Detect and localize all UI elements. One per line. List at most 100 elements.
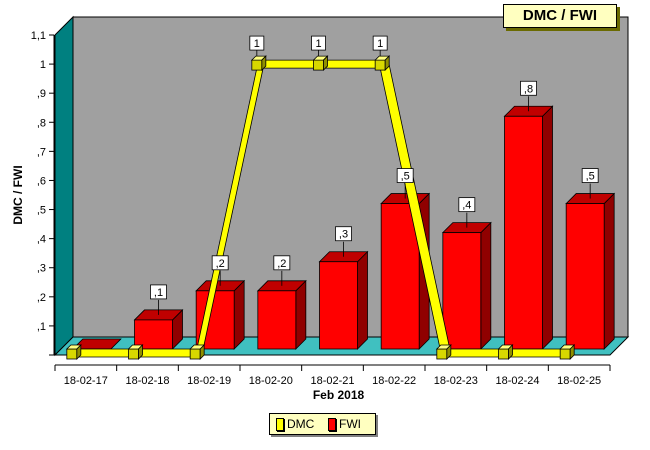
fwi-bar [318,250,369,350]
y-tick-label: ,8 [37,117,46,129]
fwi-bar-side [603,192,615,350]
dmc-point-front [251,59,263,71]
y-tick-label: 1,1 [31,30,46,42]
dmc-point [374,55,391,72]
fwi-bar-front [257,290,297,350]
dmc-point-side [569,344,575,360]
fwi-label-box [273,255,291,271]
dmc-label-box [249,35,265,51]
x-tick-label: 18-02-21 [310,375,354,387]
y-tick-label: ,5 [37,205,46,217]
dmc-data-label: 1 [315,38,321,50]
x-tick-label: 18-02-25 [557,375,601,387]
fwi-label-box [458,197,476,213]
y-tick-label: ,4 [37,234,46,246]
fwi-data-label: ,2 [216,258,225,270]
y-tick-label: ,7 [37,146,46,158]
x-tick-label: 18-02-22 [372,375,416,387]
fwi-data-label: ,2 [277,258,286,270]
y-axis-title: DMC / FWI [11,165,25,224]
x-axis-title: Feb 2018 [313,388,365,402]
fwi-label-box [581,168,599,183]
dmc-point-side [76,344,82,360]
dmc-point [127,344,144,360]
x-tick-label: 18-02-19 [187,375,231,387]
dmc-point-side [199,344,205,360]
fwi-data-label: ,5 [586,171,595,183]
chart-title: DMC / FWI [503,4,617,28]
fwi-data-label: ,8 [524,83,533,95]
dmc-point-front [498,348,509,360]
dmc-point-front [559,348,571,360]
fwi-data-label: ,4 [462,200,471,212]
fwi-bar-side [295,279,307,350]
x-tick-label: 18-02-23 [434,375,478,387]
y-tick-label: ,2 [37,292,46,304]
fwi-bar-side [357,250,368,350]
dmc-point [497,344,514,360]
y-tick-label: ,1 [37,321,46,333]
legend-label-fwi: FWI [339,417,361,431]
fwi-bar [441,221,492,350]
dmc-point-front [128,348,139,360]
dmc-point-side [138,344,143,360]
fwi-bar-front [319,261,358,350]
legend-item-dmc: DMC [276,417,315,432]
dmc-label-box [372,35,388,51]
dmc-point-front [66,348,78,360]
dmc-point-front [313,59,324,71]
fwi-bar [503,105,554,350]
dmc-point-front [374,59,386,71]
fwi-bar [256,279,307,350]
dmc-point-front [189,348,201,360]
fwi-bar-front [504,115,543,350]
fwi-bar-side [480,221,492,350]
y-tick-label: ,9 [37,88,46,100]
x-tick-label: 18-02-24 [495,375,539,387]
dmc-point [435,344,452,360]
y-tick-label: ,6 [37,175,46,187]
y-tick-label: 1 [40,59,46,71]
legend-swatch-dmc [276,418,284,432]
dmc-data-label: 1 [377,38,383,50]
fwi-data-label: ,3 [339,229,348,241]
dmc-point-front [436,348,448,360]
dmc-point [189,344,206,360]
fwi-data-label: ,5 [401,171,410,183]
dmc-point-side [446,344,452,360]
legend-label-dmc: DMC [287,417,315,431]
fwi-bar [565,192,616,350]
dmc-point [312,55,329,72]
x-tick-label: 18-02-20 [249,375,293,387]
dmc-point-side [323,55,328,72]
fwi-bar-front [380,203,420,350]
y-tick-label: ,3 [37,263,46,275]
fwi-bar-side [542,105,553,350]
legend-item-fwi: FWI [328,417,361,432]
fwi-label-box [335,226,352,242]
dmc-point-side [384,55,390,72]
legend-swatch-fwi [328,418,336,432]
dmc-point [559,344,576,360]
dmc-data-label: 1 [254,38,260,50]
dmc-point-side [508,344,513,360]
dmc-label-box [311,35,326,51]
dmc-point-side [261,55,267,72]
fwi-label-box [211,255,229,271]
fwi-bar-front [565,203,605,350]
fwi-label-box [150,284,167,300]
fwi-bar [133,308,184,350]
dmc-point [65,344,82,360]
fwi-bar-side [233,279,245,350]
legend: DMC FWI [269,413,376,435]
x-tick-label: 18-02-17 [64,375,108,387]
fwi-label-box [520,80,537,96]
fwi-label-box [396,168,414,183]
fwi-data-label: ,1 [154,287,163,299]
fwi-bar [195,279,246,350]
fwi-bar-front [442,232,482,350]
dmc-point [250,55,267,72]
x-tick-label: 18-02-18 [125,375,169,387]
side-wall [54,15,74,357]
